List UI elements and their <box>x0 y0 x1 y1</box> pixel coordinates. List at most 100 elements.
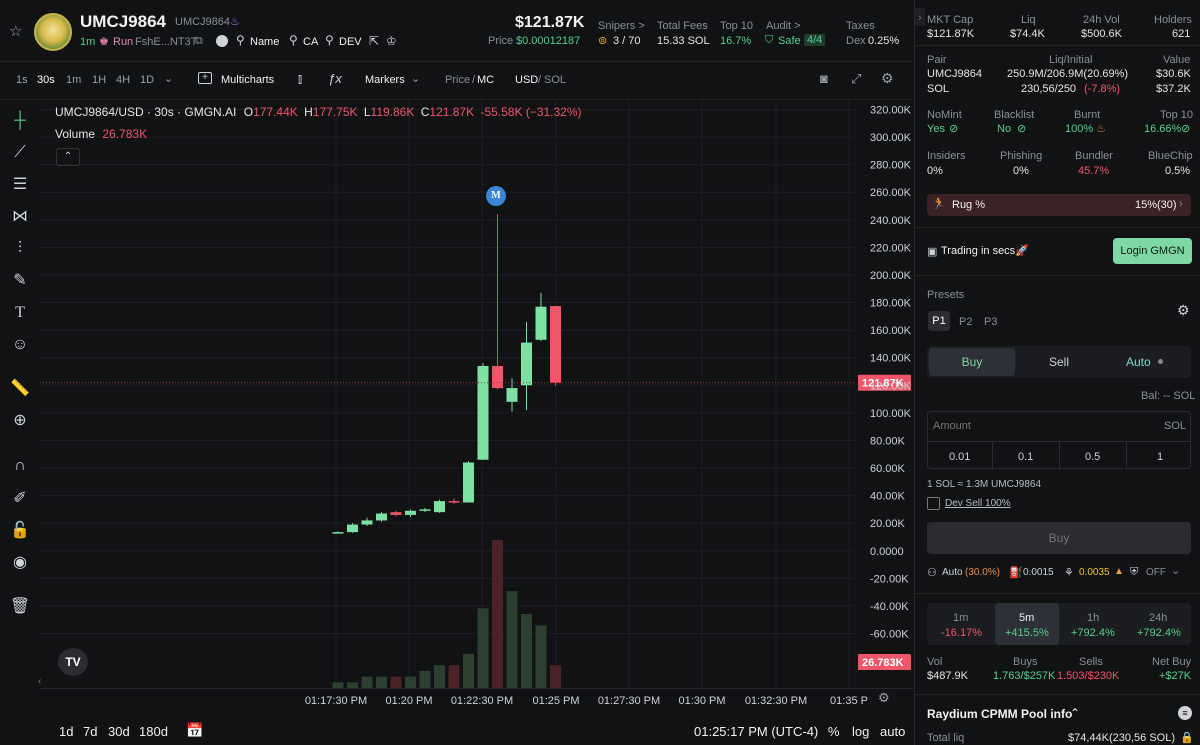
period-1h-label[interactable]: 1h <box>1087 612 1100 624</box>
copy-icon[interactable]: ⧉ <box>195 35 203 47</box>
trash-icon[interactable]: 🗑 <box>9 598 31 615</box>
candle-type-icon[interactable]: ⫾ <box>298 71 303 86</box>
search-ca-icon[interactable]: ⚲ <box>289 33 298 47</box>
crosshair-icon[interactable]: ┼ <box>14 112 26 129</box>
amount-input-box[interactable] <box>927 411 1191 469</box>
chart-marker-m[interactable]: M <box>486 186 506 206</box>
chevron-down-icon[interactable]: ⌄ <box>164 73 174 85</box>
range-30d[interactable]: 30d <box>108 724 130 739</box>
buy-button[interactable]: Buy <box>927 522 1191 554</box>
period-5m-label[interactable]: 5m <box>1019 612 1035 624</box>
audit-label[interactable]: Audit > <box>766 20 801 32</box>
multicharts-button[interactable]: Multicharts <box>221 74 275 86</box>
price-toggle[interactable]: Price <box>445 74 471 86</box>
trendline-icon[interactable]: ⟋ <box>14 144 26 161</box>
fullscreen-icon[interactable]: ⤢ <box>851 71 862 86</box>
period-1m-value[interactable]: -16.17% <box>941 627 982 639</box>
markers-chevron-icon[interactable]: ⌄ <box>411 73 421 85</box>
expand-panel-icon[interactable]: › <box>915 8 925 26</box>
sol-toggle[interactable]: SOL <box>544 74 567 86</box>
period-24h-label[interactable]: 24h <box>1149 612 1168 624</box>
collapse-legend-button[interactable]: ⌃ <box>56 148 80 166</box>
period-24h-value[interactable]: +792.4% <box>1137 627 1181 639</box>
period-1m-label[interactable]: 1m <box>953 612 969 624</box>
mc-toggle[interactable]: MC <box>477 74 495 86</box>
search-name-link[interactable]: Name <box>250 36 280 48</box>
goto-date-icon[interactable]: 📅 <box>186 722 204 738</box>
tf-4h[interactable]: 4H <box>116 74 131 86</box>
plus-box-icon[interactable]: + <box>198 72 212 84</box>
token-address[interactable]: FshE...NT3T <box>135 36 198 48</box>
tf-30s[interactable]: 30s <box>37 74 55 86</box>
zoom-icon[interactable]: ⊕ <box>13 412 27 429</box>
indicator-icon[interactable]: ƒx <box>328 71 342 86</box>
dev-sell-label[interactable]: Dev Sell 100% <box>945 498 1011 509</box>
pump-icon[interactable] <box>216 35 228 47</box>
tab-buy[interactable]: Buy <box>929 348 1015 376</box>
period-5m-value[interactable]: +415.5% <box>1005 627 1049 639</box>
camera-icon[interactable]: ◙ <box>820 71 828 86</box>
range-180d[interactable]: 180d <box>139 724 168 739</box>
pool-info-title[interactable]: Raydium CPMM Pool info <box>927 707 1073 721</box>
tf-1d[interactable]: 1D <box>140 74 155 86</box>
fib-icon[interactable]: ⫶ <box>17 240 22 257</box>
snipers-label[interactable]: Snipers > <box>598 20 645 32</box>
anti-mev-state[interactable]: OFF <box>1146 567 1166 578</box>
markers-dropdown[interactable]: Markers <box>365 74 405 86</box>
tab-sell[interactable]: Sell <box>1049 355 1070 369</box>
menu-icon[interactable]: ≡ <box>1178 706 1192 720</box>
quick-amount-01[interactable]: 0.1 <box>1018 451 1034 463</box>
chevron-down-icon[interactable]: ⌄ <box>1171 565 1181 577</box>
chevron-up-icon[interactable]: ⌃ <box>1070 706 1081 720</box>
rug-bar[interactable]: 🏃 Rug % 15%(30) › <box>927 194 1191 216</box>
tf-1h[interactable]: 1H <box>92 74 107 86</box>
brush-icon[interactable]: ✎ <box>13 272 27 289</box>
lock-icon[interactable]: 🔓 <box>10 522 30 539</box>
tradingview-logo[interactable]: TV <box>58 648 88 676</box>
tab-auto[interactable]: Auto <box>1126 355 1151 369</box>
quick-amount-05[interactable]: 0.5 <box>1085 451 1101 463</box>
crown-icon[interactable]: ♔ <box>386 34 397 48</box>
priority-fee[interactable]: 0.0015 <box>1023 567 1054 578</box>
chart-area[interactable]: 121.87K 26.783K 320.00K 300.00K 280.00K 260.… <box>40 100 913 710</box>
percent-toggle[interactable]: % <box>828 724 840 739</box>
search-dev-icon[interactable]: ⚲ <box>325 33 334 47</box>
range-7d[interactable]: 7d <box>83 724 98 739</box>
settings-icon[interactable]: ⚙ <box>881 70 894 86</box>
tip-fee[interactable]: 0.0035 <box>1079 567 1110 578</box>
login-button[interactable]: Login GMGN <box>1113 238 1192 264</box>
log-toggle[interactable]: log <box>852 724 870 739</box>
preset-p1[interactable]: P1 <box>928 311 950 331</box>
clock-display[interactable]: 01:25:17 PM (UTC-4) <box>694 724 819 739</box>
eye-icon[interactable]: ◉ <box>13 554 27 571</box>
edit-lock-icon[interactable]: ✐ <box>13 490 27 507</box>
emoji-icon[interactable]: ☺ <box>11 336 29 353</box>
auto-toggle[interactable]: auto <box>880 724 906 739</box>
dev-sell-checkbox[interactable] <box>927 497 940 510</box>
price-scale-settings-icon[interactable]: ⚙ <box>878 690 890 705</box>
tf-1m[interactable]: 1m <box>66 74 82 86</box>
preset-p2[interactable]: P2 <box>959 316 973 328</box>
price-chart[interactable]: 121.87K 26.783K 320.00K 300.00K 280.00K 260.… <box>40 100 913 710</box>
search-ca-link[interactable]: CA <box>303 36 319 48</box>
share-icon[interactable]: ⇱ <box>369 34 380 48</box>
text-icon[interactable]: T <box>15 304 25 321</box>
magnet-icon[interactable]: ∩ <box>14 457 26 474</box>
token-avatar[interactable] <box>34 13 72 51</box>
range-1d[interactable]: 1d <box>59 724 74 739</box>
ruler-icon[interactable]: 📏 <box>10 380 30 397</box>
amount-input[interactable] <box>933 415 1113 437</box>
period-1h-value[interactable]: +792.4% <box>1071 627 1115 639</box>
preset-settings-icon[interactable]: ⚙ <box>1177 302 1190 318</box>
quick-amount-001[interactable]: 0.01 <box>949 451 971 463</box>
star-icon[interactable]: ☆ <box>9 23 23 40</box>
horizontal-lines-icon[interactable]: ☰ <box>12 176 28 193</box>
search-dev-link[interactable]: DEV <box>339 36 362 48</box>
quick-amount-1[interactable]: 1 <box>1157 451 1164 463</box>
usd-toggle[interactable]: USD <box>515 74 539 86</box>
search-icon[interactable]: ⚲ <box>236 33 245 47</box>
pattern-icon[interactable]: ⋈ <box>12 208 28 225</box>
preset-p3[interactable]: P3 <box>984 316 998 328</box>
auto-sell-label[interactable]: Auto <box>942 567 963 578</box>
tf-1s[interactable]: 1s <box>16 74 28 86</box>
